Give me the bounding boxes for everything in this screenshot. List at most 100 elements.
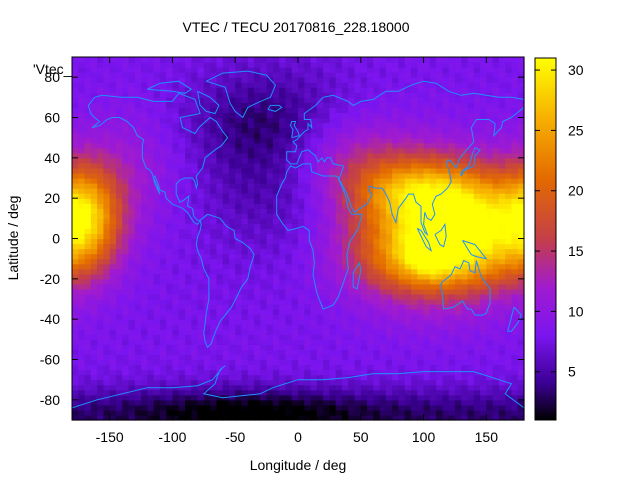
heatmap-cell [272, 304, 280, 310]
heatmap-cell [486, 374, 494, 381]
heatmap-cell [254, 409, 261, 416]
heatmap-cell [159, 228, 167, 235]
heatmap-cell [473, 374, 481, 381]
heatmap-cell [279, 97, 287, 103]
heatmap-cell [417, 374, 425, 381]
heatmap-cell [128, 334, 136, 340]
heatmap-cell [166, 399, 174, 406]
heatmap-cell [436, 122, 443, 129]
heatmap-cell [448, 354, 456, 361]
heatmap-cell [448, 369, 456, 376]
heatmap-cell [423, 87, 431, 93]
heatmap-cell [97, 97, 104, 103]
heatmap-cell [448, 258, 456, 265]
heatmap-cell [298, 248, 305, 255]
heatmap-cell [109, 167, 117, 174]
heatmap-cell [172, 107, 180, 114]
heatmap-cell [429, 132, 437, 139]
heatmap-cell [97, 334, 104, 340]
heatmap-cell [304, 293, 312, 300]
heatmap-cell [260, 142, 268, 149]
heatmap-cell [517, 243, 525, 250]
heatmap-cell [442, 349, 450, 356]
heatmap-cell [78, 157, 86, 164]
heatmap-cell [505, 369, 513, 376]
heatmap-cell [323, 243, 330, 250]
heatmap-cell [404, 299, 412, 305]
heatmap-cell [423, 127, 431, 134]
heatmap-cell [398, 399, 406, 406]
heatmap-cell [84, 233, 92, 240]
heatmap-cell [360, 87, 368, 93]
heatmap-cell [222, 344, 230, 351]
heatmap-cell [442, 238, 450, 245]
heatmap-cell [323, 324, 330, 330]
heatmap-cell [103, 334, 111, 340]
heatmap-cell [379, 72, 387, 78]
heatmap-cell [191, 97, 199, 103]
heatmap-cell [235, 198, 243, 204]
heatmap-cell [379, 228, 387, 235]
heatmap-cell [197, 87, 205, 93]
heatmap-cell [348, 414, 356, 421]
heatmap-cell [185, 374, 192, 381]
heatmap-cell [266, 82, 274, 88]
heatmap-cell [266, 369, 274, 376]
heatmap-cell [122, 127, 130, 134]
heatmap-cell [467, 404, 475, 411]
heatmap-cell [97, 92, 104, 98]
heatmap-cell [373, 319, 381, 325]
heatmap-cell [266, 122, 274, 129]
heatmap-cell [436, 414, 443, 421]
heatmap-cell [517, 238, 525, 245]
heatmap-cell [84, 369, 92, 376]
heatmap-cell [442, 208, 450, 214]
heatmap-cell [266, 344, 274, 351]
heatmap-cell [254, 349, 261, 356]
heatmap-cell [103, 112, 111, 119]
heatmap-cell [436, 278, 443, 285]
heatmap-cell [517, 258, 525, 265]
heatmap-cell [197, 304, 205, 310]
heatmap-cell [254, 172, 261, 179]
heatmap-cell [166, 414, 174, 421]
heatmap-cell [498, 258, 506, 265]
heatmap-cell [461, 233, 469, 240]
heatmap-cell [404, 72, 412, 78]
heatmap-cell [279, 142, 287, 149]
heatmap-cell [90, 102, 98, 109]
heatmap-cell [473, 349, 481, 356]
heatmap-cell [90, 172, 98, 179]
heatmap-cell [379, 399, 387, 406]
heatmap-cell [392, 379, 400, 386]
heatmap-cell [304, 389, 312, 396]
heatmap-cell [310, 147, 318, 154]
heatmap-cell [279, 92, 287, 98]
heatmap-cell [310, 117, 318, 124]
heatmap-cell [147, 233, 155, 240]
heatmap-cell [109, 147, 117, 154]
heatmap-cell [90, 364, 98, 371]
heatmap-cell [498, 344, 506, 351]
heatmap-cell [492, 329, 500, 335]
heatmap-cell [454, 77, 462, 83]
heatmap-cell [122, 67, 130, 73]
heatmap-cell [72, 409, 79, 416]
heatmap-cell [197, 142, 205, 149]
heatmap-cell [442, 188, 450, 194]
heatmap-cell [216, 309, 224, 315]
heatmap-cell [191, 299, 199, 305]
heatmap-cell [354, 273, 362, 280]
heatmap-cell [392, 314, 400, 320]
heatmap-cell [228, 102, 236, 109]
heatmap-cell [517, 344, 525, 351]
heatmap-cell [329, 213, 337, 219]
heatmap-cell [511, 389, 519, 396]
heatmap-cell [323, 223, 330, 230]
heatmap-cell [304, 299, 312, 305]
heatmap-cell [398, 384, 406, 391]
heatmap-cell [247, 82, 255, 88]
heatmap-cell [486, 152, 494, 159]
heatmap-cell [492, 172, 500, 179]
heatmap-cell [103, 102, 111, 109]
